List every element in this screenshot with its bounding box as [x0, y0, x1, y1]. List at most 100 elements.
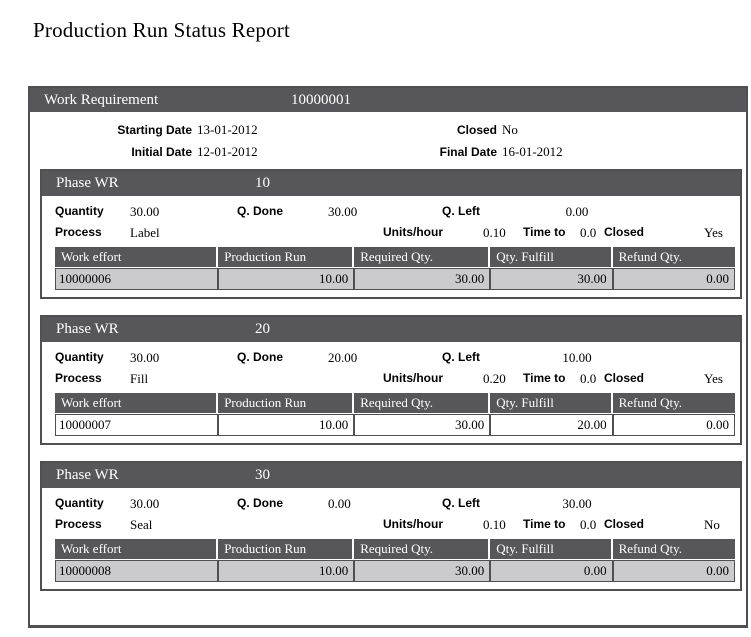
work-effort-table: Work effort Production Run Required Qty.…: [55, 247, 735, 290]
final-date-label: Final Date: [439, 145, 497, 159]
phase-section-10: Phase WR 10 Quantity 30.00 Q. Done 30.00…: [40, 169, 742, 299]
phase-closed-label: Closed: [604, 225, 645, 239]
cell-work-effort: 10000006: [55, 268, 219, 290]
phase-quantity-row: Quantity 30.00 Q. Done 0.00 Q. Left 30.0…: [42, 493, 740, 514]
units-hour-value: 0.10: [483, 225, 506, 240]
final-date-value: 16-01-2012: [502, 144, 563, 159]
table-header-row: Work effort Production Run Required Qty.…: [55, 539, 735, 560]
initial-date-value: 12-01-2012: [197, 144, 258, 159]
col-header-required-qty: Required Qty.: [354, 247, 491, 268]
col-header-work-effort: Work effort: [55, 539, 219, 560]
phase-process-row: Process Seal Units/hour 0.10 Time to 0.0…: [42, 514, 740, 535]
phase-header-bar: Phase WR 10: [42, 171, 740, 196]
table-row: 10000006 10.00 30.00 30.00 0.00: [55, 268, 735, 290]
phase-closed-value: Yes: [704, 371, 723, 386]
work-requirement-label: Work Requirement: [44, 92, 159, 108]
closed-value: No: [502, 122, 518, 137]
col-header-refund-qty: Refund Qty.: [612, 247, 735, 268]
cell-qty-fulfill: 20.00: [490, 414, 613, 436]
quantity-label: Quantity: [55, 496, 104, 510]
cell-required-qty: 30.00: [354, 268, 491, 290]
work-requirement-number: 10000001: [291, 92, 351, 108]
work-effort-table: Work effort Production Run Required Qty.…: [55, 539, 735, 582]
starting-date-label: Starting Date: [117, 123, 192, 137]
page-title: Production Run Status Report: [33, 18, 291, 42]
col-header-refund-qty: Refund Qty.: [612, 393, 735, 414]
time-to-value: 0.0: [580, 517, 597, 532]
col-header-work-effort: Work effort: [55, 247, 219, 268]
units-hour-value: 0.20: [483, 371, 506, 386]
work-requirement-info: Starting Date 13-01-2012 Closed No Initi…: [30, 112, 746, 169]
phase-wr-label: Phase WR: [56, 467, 119, 483]
info-row-1: Starting Date 13-01-2012 Closed No: [30, 119, 746, 141]
time-to-label: Time to: [523, 517, 566, 531]
q-left-label: Q. Left: [442, 350, 480, 364]
initial-date-label: Initial Date: [131, 145, 192, 159]
q-done-label: Q. Done: [237, 204, 284, 218]
cell-refund-qty: 0.00: [612, 414, 735, 436]
time-to-value: 0.0: [580, 371, 597, 386]
work-requirement-header-bar: Work Requirement 10000001: [30, 88, 746, 112]
phase-number: 20: [255, 321, 270, 337]
units-hour-label: Units/hour: [383, 225, 443, 239]
process-value: Label: [130, 225, 160, 240]
phase-process-row: Process Label Units/hour 0.10 Time to 0.…: [42, 222, 740, 243]
time-to-label: Time to: [523, 225, 566, 239]
col-header-production-run: Production Run: [218, 247, 355, 268]
phase-section-20: Phase WR 20 Quantity 30.00 Q. Done 20.00…: [40, 315, 742, 445]
process-label: Process: [55, 517, 102, 531]
work-requirement-report: Work Requirement 10000001 Starting Date …: [28, 86, 748, 628]
phase-fields: Quantity 30.00 Q. Done 0.00 Q. Left 30.0…: [42, 488, 740, 539]
quantity-value: 30.00: [130, 350, 160, 365]
phase-quantity-row: Quantity 30.00 Q. Done 20.00 Q. Left 10.…: [42, 347, 740, 368]
col-header-qty-fulfill: Qty. Fulfill: [490, 539, 613, 560]
cell-production-run: 10.00: [218, 560, 355, 582]
cell-qty-fulfill: 0.00: [490, 560, 613, 582]
cell-production-run: 10.00: [218, 268, 355, 290]
q-left-value: 10.00: [562, 350, 592, 365]
q-left-value: 30.00: [562, 496, 592, 511]
q-left-value: 0.00: [565, 204, 589, 219]
col-header-qty-fulfill: Qty. Fulfill: [490, 247, 613, 268]
phase-number: 10: [255, 175, 270, 191]
info-row-2: Initial Date 12-01-2012 Final Date 16-01…: [30, 141, 746, 163]
cell-work-effort: 10000007: [55, 414, 219, 436]
q-done-label: Q. Done: [237, 350, 284, 364]
table-header-row: Work effort Production Run Required Qty.…: [55, 247, 735, 268]
q-left-label: Q. Left: [442, 204, 480, 218]
process-value: Fill: [130, 371, 149, 386]
cell-work-effort: 10000008: [55, 560, 219, 582]
quantity-value: 30.00: [130, 204, 160, 219]
starting-date-value: 13-01-2012: [197, 122, 258, 137]
closed-label: Closed: [456, 123, 497, 137]
phase-wr-label: Phase WR: [56, 321, 119, 337]
q-left-label: Q. Left: [442, 496, 480, 510]
cell-qty-fulfill: 30.00: [490, 268, 613, 290]
phase-header-bar: Phase WR 30: [42, 463, 740, 488]
phase-closed-value: No: [704, 517, 720, 532]
phase-wr-label: Phase WR: [56, 175, 119, 191]
q-done-value: 0.00: [328, 496, 351, 511]
phase-process-row: Process Fill Units/hour 0.20 Time to 0.0…: [42, 368, 740, 389]
col-header-refund-qty: Refund Qty.: [612, 539, 735, 560]
phase-section-30: Phase WR 30 Quantity 30.00 Q. Done 0.00 …: [40, 461, 742, 591]
q-done-label: Q. Done: [237, 496, 284, 510]
cell-refund-qty: 0.00: [612, 268, 735, 290]
phase-fields: Quantity 30.00 Q. Done 20.00 Q. Left 10.…: [42, 342, 740, 393]
units-hour-label: Units/hour: [383, 371, 443, 385]
units-hour-label: Units/hour: [383, 517, 443, 531]
q-done-value: 20.00: [328, 350, 358, 365]
time-to-label: Time to: [523, 371, 566, 385]
process-value: Seal: [130, 517, 153, 532]
phase-closed-label: Closed: [604, 517, 645, 531]
work-effort-table: Work effort Production Run Required Qty.…: [55, 393, 735, 436]
time-to-value: 0.0: [580, 225, 597, 240]
quantity-label: Quantity: [55, 204, 104, 218]
col-header-required-qty: Required Qty.: [354, 539, 491, 560]
table-row: 10000008 10.00 30.00 0.00 0.00: [55, 560, 735, 582]
cell-production-run: 10.00: [218, 414, 355, 436]
table-header-row: Work effort Production Run Required Qty.…: [55, 393, 735, 414]
table-row: 10000007 10.00 30.00 20.00 0.00: [55, 414, 735, 436]
col-header-production-run: Production Run: [218, 393, 355, 414]
col-header-production-run: Production Run: [218, 539, 355, 560]
